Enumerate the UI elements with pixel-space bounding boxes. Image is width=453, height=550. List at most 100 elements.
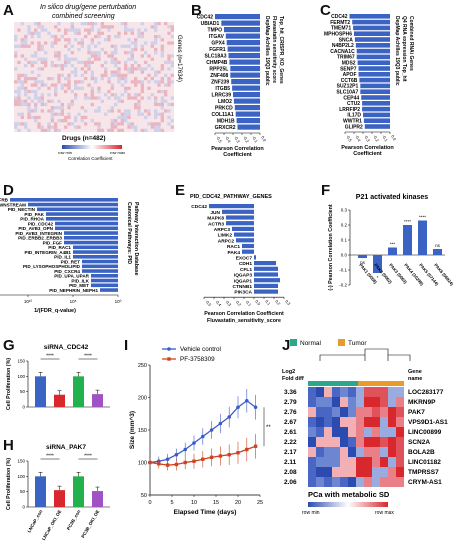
heatmap-a-cell bbox=[27, 25, 31, 29]
heatmap-a-cell bbox=[24, 86, 28, 90]
heatmap-a-cell bbox=[110, 128, 114, 132]
heatmap-a-cell bbox=[34, 93, 38, 97]
heatmap-cell bbox=[316, 457, 324, 467]
bar-label-lrrc39: LRRC39 bbox=[212, 93, 232, 99]
heatmap-cell bbox=[332, 477, 340, 487]
heatmap-a-cell bbox=[44, 51, 48, 55]
bar-label-pid-lysophospholipid: PID_LYSOPHOSPHOLIPID bbox=[23, 264, 81, 269]
heatmap-cell bbox=[356, 407, 364, 417]
heatmap-cell bbox=[364, 457, 372, 467]
bar-label-senp7: SENP7 bbox=[340, 66, 357, 72]
bar-label-mds2: MDS2 bbox=[342, 61, 356, 67]
heatmap-cell bbox=[372, 417, 380, 427]
heatmap-a-cell bbox=[130, 96, 134, 100]
heatmap-a-cell bbox=[120, 83, 124, 87]
heatmap-cell bbox=[356, 477, 364, 487]
heatmap-a-cell bbox=[97, 106, 101, 110]
bar-suz12p1 bbox=[360, 83, 390, 89]
heatmap-a-cell bbox=[167, 80, 171, 84]
legend-label: PF-3758309 bbox=[180, 356, 215, 363]
heatmap-cell bbox=[356, 467, 364, 477]
heatmap-a-cell bbox=[90, 28, 94, 32]
x-tick-label: -0.5 bbox=[215, 135, 223, 144]
heatmap-a-cell bbox=[87, 60, 91, 65]
heatmap-a-cell bbox=[14, 34, 18, 39]
heatmap-a-cell bbox=[30, 70, 34, 74]
bar-label-cfl1: CFL1 bbox=[240, 267, 252, 273]
heatmap-a-cell bbox=[57, 73, 61, 77]
heatmap-a-cell bbox=[20, 86, 24, 90]
heatmap-a-cell bbox=[127, 109, 131, 113]
fold-value: 3.36 bbox=[284, 389, 297, 396]
data-point bbox=[183, 460, 187, 465]
heatmap-a-cell bbox=[27, 128, 31, 132]
heatmap-cell bbox=[364, 437, 372, 447]
heatmap-cell bbox=[364, 447, 372, 457]
heatmap-a-cell bbox=[80, 60, 84, 65]
heatmap-a-cell bbox=[150, 125, 154, 129]
heatmap-a-cell bbox=[70, 28, 74, 32]
heatmap-a-cell bbox=[20, 41, 24, 45]
heatmap-a-cell bbox=[160, 38, 164, 42]
bar-lrrfip2 bbox=[362, 106, 390, 112]
bar-label-cdc42: CDC42 bbox=[191, 204, 207, 210]
bar-znf239 bbox=[231, 79, 260, 85]
heatmap-a-cell bbox=[80, 44, 84, 48]
x-tick-label: 15 bbox=[213, 500, 219, 506]
bar-label-col11a1: COL11A1 bbox=[211, 112, 233, 118]
heatmap-cell bbox=[308, 447, 316, 457]
heatmap-a-cell bbox=[157, 83, 161, 87]
heatmap-cell bbox=[388, 477, 396, 487]
x-tick-label: -0.5 bbox=[345, 134, 353, 143]
heatmap-a-cell bbox=[170, 25, 174, 29]
y-tick-label: 0.0 bbox=[341, 253, 348, 258]
heatmap-a-cell bbox=[87, 67, 91, 71]
fold-value: 2.11 bbox=[284, 459, 297, 466]
heatmap-a-cell bbox=[17, 99, 21, 103]
heatmap-a-cell bbox=[110, 86, 114, 90]
bar-pak4 bbox=[403, 225, 412, 255]
y-axis-label: Size (mm^3) bbox=[128, 411, 136, 449]
heatmap-cell bbox=[308, 467, 316, 477]
data-point bbox=[165, 457, 170, 462]
heatmap-a-cell bbox=[154, 122, 158, 126]
bar-tmpo bbox=[224, 27, 260, 33]
heatmap-a-cell bbox=[127, 112, 131, 116]
heatmap-cell bbox=[396, 467, 404, 477]
heatmap-cell bbox=[316, 387, 324, 397]
heatmap-a-cell bbox=[94, 54, 98, 58]
heatmap-cell bbox=[388, 457, 396, 467]
heatmap-a-cell bbox=[77, 41, 81, 45]
heatmap-a-cell bbox=[77, 112, 81, 116]
chart-title: siRNA_PAK7 bbox=[46, 444, 86, 451]
heatmap-a-cell bbox=[70, 25, 74, 29]
dendrogram bbox=[319, 348, 411, 361]
x-axis-label-2: Coefficient bbox=[223, 152, 252, 158]
heatmap-a-cell bbox=[74, 96, 78, 100]
data-point bbox=[183, 447, 187, 452]
heatmap-a-cell bbox=[164, 109, 168, 113]
heatmap-a-cell bbox=[20, 102, 24, 107]
heatmap-cell bbox=[348, 407, 356, 417]
bar-label-snca: SNCA bbox=[339, 37, 354, 43]
heatmap-cell bbox=[396, 417, 404, 427]
heatmap-a-cell bbox=[124, 112, 128, 116]
heatmap-a-cell bbox=[77, 31, 81, 35]
heatmap-a-cell bbox=[150, 44, 154, 48]
heatmap-a-cell bbox=[144, 77, 148, 81]
heatmap-a-cell bbox=[84, 70, 88, 74]
bar-label-prkcd: PRKCD bbox=[215, 106, 233, 112]
heatmap-a-cell bbox=[127, 86, 131, 90]
heatmap-a-cell bbox=[87, 83, 91, 87]
heatmap-a-cell bbox=[114, 93, 118, 97]
heatmap-a-cell bbox=[117, 77, 121, 81]
bar-label-slc10a7: SLC10A7 bbox=[336, 90, 358, 96]
gene-header-2: name bbox=[408, 376, 422, 382]
heatmap-a-cell bbox=[74, 93, 78, 97]
significance-label: ns bbox=[360, 260, 366, 265]
bar-pc3b-con bbox=[73, 476, 84, 507]
heatmap-a-cell bbox=[17, 93, 21, 97]
heatmap-a-cell bbox=[67, 28, 71, 32]
bar-pid-met bbox=[91, 283, 118, 288]
heatmap-a-cell bbox=[110, 73, 114, 77]
